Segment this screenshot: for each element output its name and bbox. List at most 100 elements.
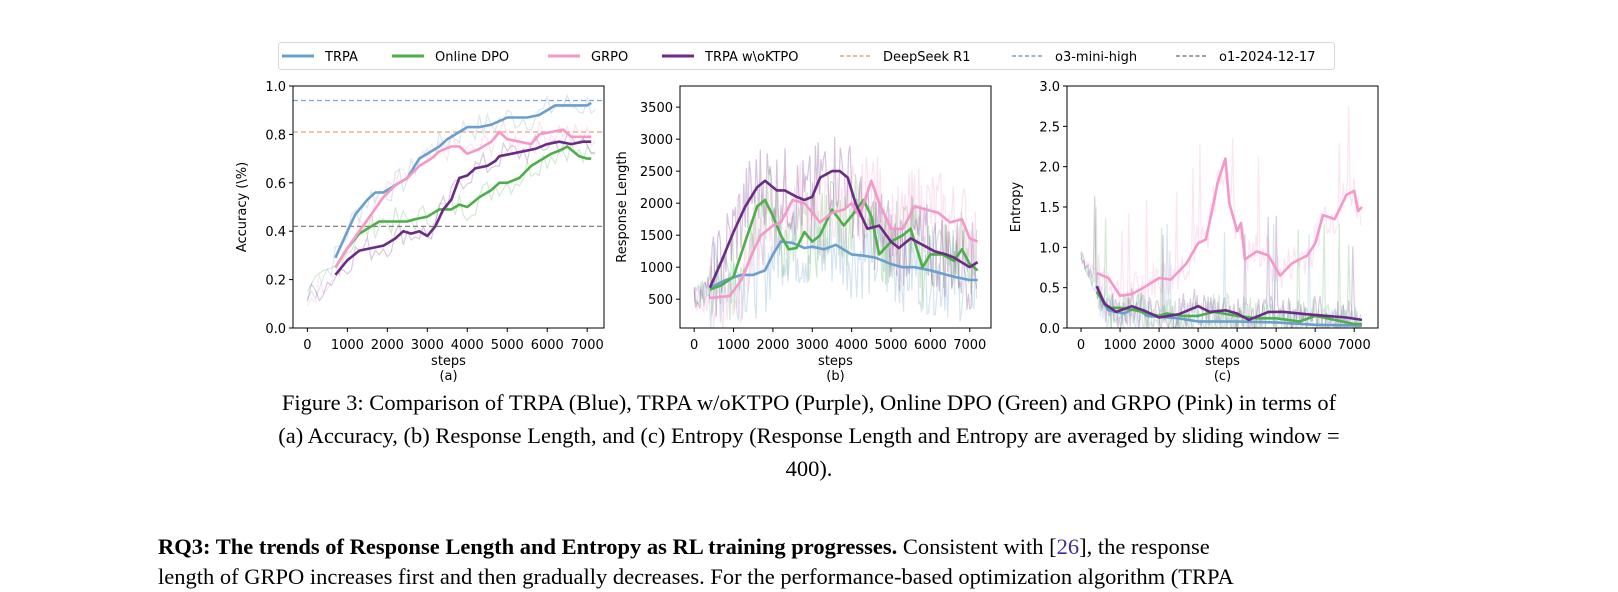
x-tick-label: 2000	[1143, 338, 1176, 353]
x-tick-label: 7000	[571, 338, 604, 353]
x-axis-label: steps	[818, 354, 853, 369]
legend-label: Online DPO	[435, 50, 509, 65]
subfigure-label: (b)	[826, 369, 844, 384]
citation-link[interactable]: 26	[1056, 534, 1080, 559]
figure-caption: Figure 3: Comparison of TRPA (Blue), TRP…	[0, 386, 1618, 485]
legend-label: TRPA w\oKTPO	[704, 50, 799, 65]
charts: 0 1000 2000 3000 4000 5000 6000 70000.00.20.40.…	[235, 80, 1379, 384]
x-tick-label: 4000	[835, 338, 868, 353]
y-tick-label: 0.4	[265, 225, 286, 240]
x-tick-label: 6000	[531, 338, 564, 353]
paragraph-line: length of GRPO increases first and then …	[158, 564, 1234, 589]
series-line	[334, 101, 592, 259]
legend-item: TRPA w\oKTPO	[662, 50, 799, 65]
series-line	[1095, 291, 1363, 327]
caption-line: 400).	[785, 456, 833, 481]
y-tick-label: 3.0	[1039, 80, 1060, 95]
raw-series-trace	[693, 156, 978, 328]
y-tick-label: 3000	[640, 133, 673, 148]
legend-item: TRPA	[282, 50, 358, 65]
legend-item: DeepSeek R1	[840, 50, 970, 65]
x-tick-label: 1000	[717, 338, 750, 353]
axes-frame	[292, 85, 605, 329]
plot-area	[1080, 105, 1363, 328]
legend-item: o3-mini-high	[1012, 50, 1137, 65]
raw-series-trace	[1080, 196, 1362, 328]
y-tick-label: 0.8	[265, 128, 286, 143]
x-tick-label: 7000	[1338, 338, 1371, 353]
legend-label: o3-mini-high	[1055, 50, 1137, 65]
y-tick-label: 0.5	[1039, 282, 1060, 297]
legend-label: DeepSeek R1	[883, 50, 970, 65]
x-axis-label: steps	[431, 354, 466, 369]
figure: TRPA Online DPO GRPO TRPA w\oKTPO DeepSeek R…	[235, 42, 1379, 384]
legend-label: TRPA	[324, 50, 358, 65]
series-line	[334, 145, 592, 269]
y-tick-label: 1.0	[265, 80, 286, 95]
y-tick-label: 0.0	[1039, 322, 1060, 337]
y-tick-label: 1.0	[1039, 241, 1060, 256]
legend-item: Online DPO	[392, 50, 509, 65]
x-tick-label: 3000	[796, 338, 829, 353]
series-line	[709, 198, 979, 291]
x-tick-label: 6000	[1299, 338, 1332, 353]
paragraph-text: Consistent with [	[897, 534, 1057, 559]
legend-label: GRPO	[591, 50, 628, 65]
raw-series-trace	[306, 119, 596, 306]
x-tick-label: 2000	[756, 338, 789, 353]
y-axis-label: Response Length	[615, 151, 630, 262]
chart-entropy: 0 1000 2000 3000 4000 5000 6000 7000 0.0 0.5 1.0 1.…	[1009, 80, 1379, 384]
x-tick-label: 0	[1077, 338, 1085, 353]
raw-series-trace	[1080, 223, 1361, 328]
y-axis-label: Accuracy (\%)	[235, 162, 250, 252]
plot-area	[293, 93, 604, 306]
y-tick-label: 2.0	[1039, 161, 1060, 176]
chart-response-length: 0 1000 2000 3000 4000 5000 6000 7000 500 1000 1500…	[615, 85, 992, 384]
legend: TRPA Online DPO GRPO TRPA w\oKTPO DeepSeek R…	[278, 42, 1335, 70]
x-tick-label: 5000	[491, 338, 524, 353]
y-tick-label: 1000	[640, 261, 673, 276]
series-line	[334, 140, 592, 276]
x-tick-label: 3000	[1182, 338, 1215, 353]
y-tick-label: 3500	[640, 101, 673, 116]
subfigure-label: (a)	[439, 369, 457, 384]
series-line	[1096, 157, 1363, 298]
x-tick-label: 7000	[953, 338, 986, 353]
plot-area	[693, 136, 979, 328]
x-tick-label: 1000	[331, 338, 364, 353]
chart-accuracy: 0 1000 2000 3000 4000 5000 6000 7000 0.0 0.2 0.4 0.…	[235, 80, 605, 384]
series-line	[709, 179, 979, 300]
raw-series-trace	[693, 204, 978, 328]
x-axis-label: steps	[1205, 354, 1240, 369]
x-tick-label: 3000	[411, 338, 444, 353]
y-tick-label: 2500	[640, 165, 673, 180]
y-axis-label: Entropy	[1009, 181, 1024, 232]
series-line	[708, 169, 979, 289]
paragraph-heading: RQ3: The trends of Response Length and E…	[158, 534, 898, 559]
y-tick-label: 1.5	[1039, 201, 1060, 216]
x-tick-label: 0	[303, 338, 311, 353]
axes-frame	[1066, 85, 1379, 329]
axes-frame	[679, 85, 992, 329]
caption-line: (a) Accuracy, (b) Response Length, and (…	[278, 423, 1340, 448]
x-tick-label: 2000	[371, 338, 404, 353]
x-tick-label: 5000	[874, 338, 907, 353]
x-tick-label: 4000	[451, 338, 484, 353]
paragraph-text: ], the response	[1079, 534, 1210, 559]
x-tick-label: 4000	[1221, 338, 1254, 353]
series-line	[709, 240, 978, 289]
raw-series-trace	[1080, 105, 1362, 315]
legend-item: GRPO	[548, 50, 628, 65]
y-tick-label: 1500	[640, 229, 673, 244]
y-tick-label: 0.6	[265, 177, 286, 192]
legend-box	[278, 42, 1335, 70]
series-line	[1095, 285, 1363, 322]
y-tick-label: 2000	[640, 197, 673, 212]
x-tick-label: 5000	[1260, 338, 1293, 353]
x-tick-label: 1000	[1104, 338, 1137, 353]
legend-item: o1-2024-12-17	[1176, 50, 1315, 65]
y-tick-label: 500	[648, 293, 673, 308]
series-line	[334, 128, 592, 269]
y-tick-label: 2.5	[1039, 120, 1060, 135]
y-tick-label: 0.0	[265, 322, 286, 337]
